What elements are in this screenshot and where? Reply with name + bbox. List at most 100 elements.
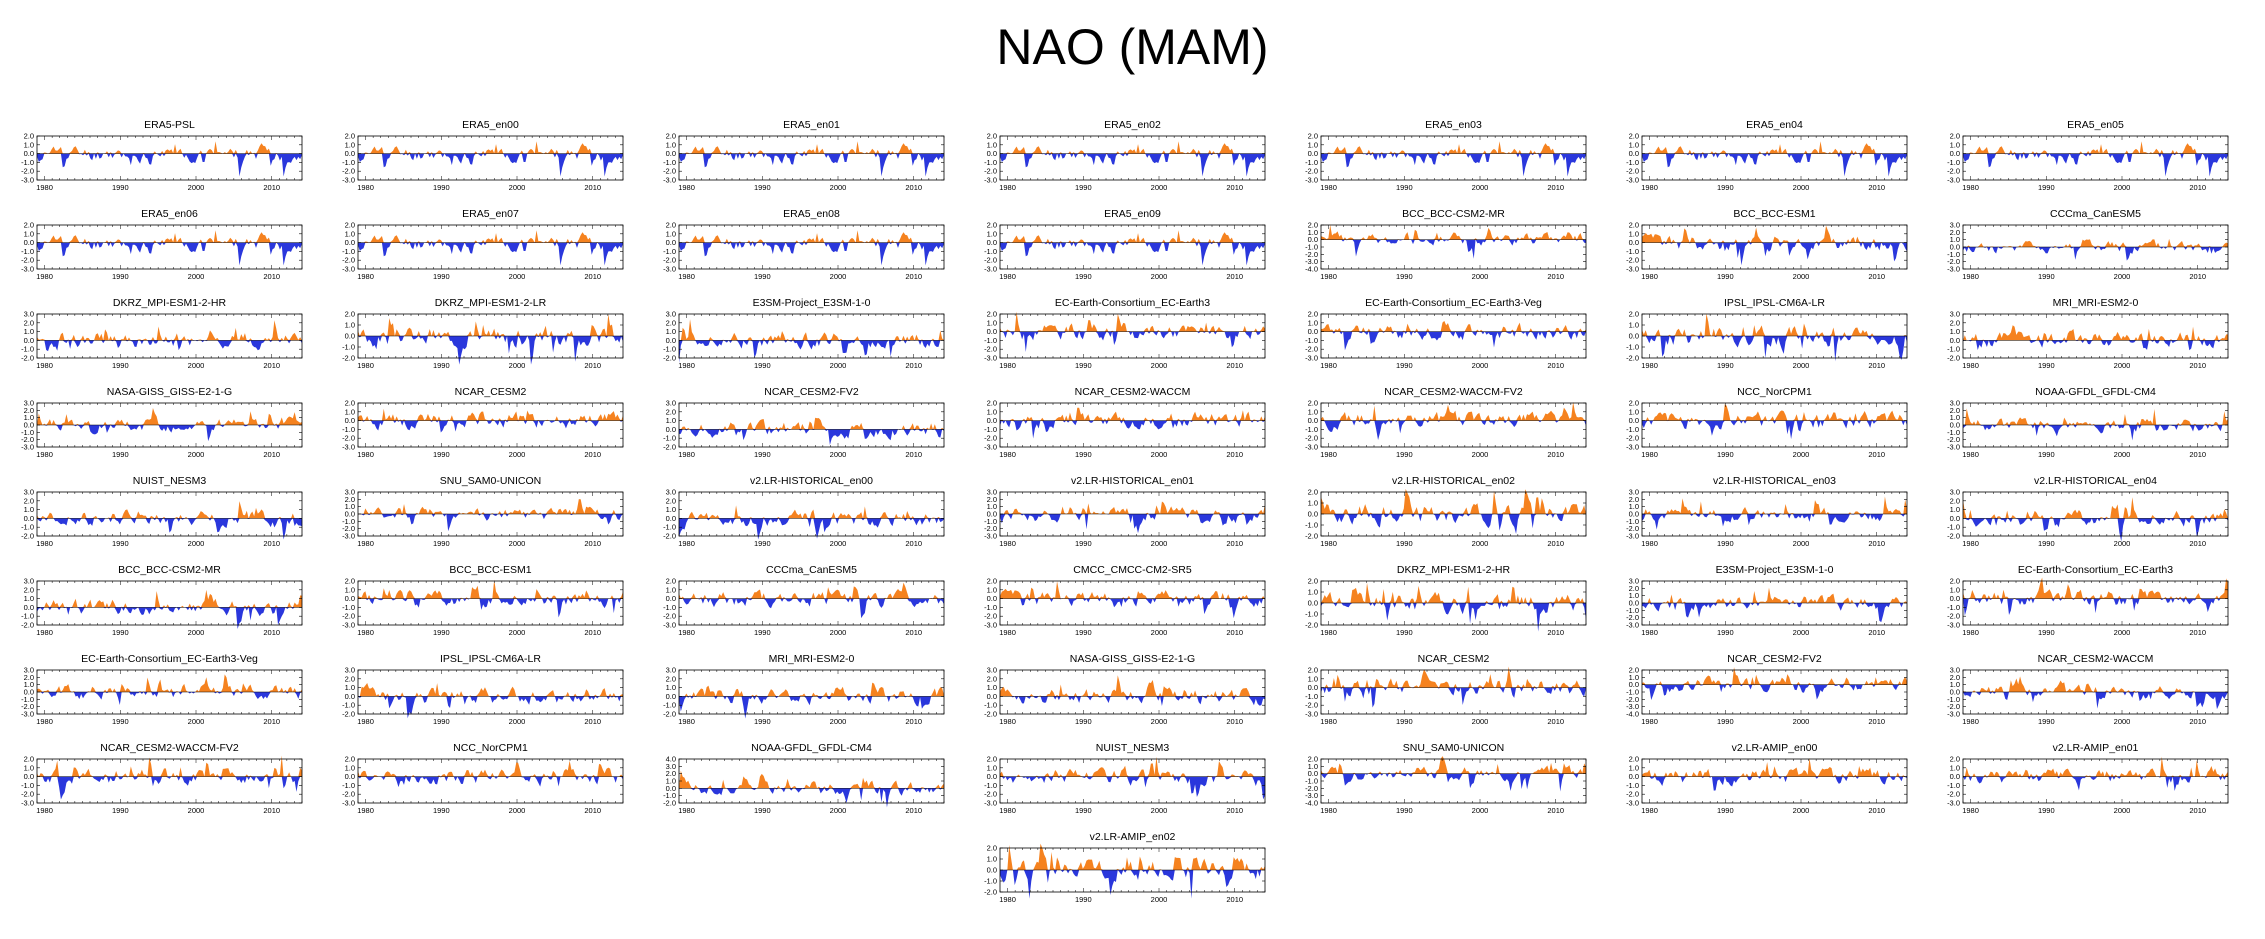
x-tick-label: 1990	[1396, 450, 1413, 459]
y-tick-label: -1.0	[342, 603, 355, 612]
y-tick-label: -1.0	[1626, 517, 1639, 526]
panel-title: EC-Earth-Consortium_EC-Earth3	[2018, 564, 2173, 576]
y-tick-label: -2.0	[663, 256, 676, 265]
negative-area	[1000, 331, 1265, 353]
negative-area	[358, 420, 623, 433]
y-tick-label: -2.0	[342, 710, 355, 719]
y-tick-label: -3.0	[663, 265, 676, 274]
panel-30: SNU_SAM0-UNICON3.02.01.00.0-1.0-2.0-3.01…	[342, 475, 624, 548]
y-tick-label: 2.0	[666, 318, 676, 327]
x-tick-label: 1990	[1075, 628, 1092, 637]
negative-area	[37, 518, 302, 540]
y-tick-label: 0.0	[1308, 416, 1318, 425]
y-tick-label: -3.0	[1626, 621, 1639, 630]
panel-title: NCAR_CESM2	[1418, 653, 1490, 665]
y-tick-label: -1.0	[1626, 688, 1639, 697]
negative-area	[37, 242, 302, 266]
y-tick-label: -2.0	[21, 256, 34, 265]
x-tick-label: 2010	[1226, 628, 1243, 637]
x-tick-label: 2000	[830, 183, 847, 192]
y-tick-label: 1.0	[1629, 229, 1639, 238]
panel-frame	[1641, 402, 1908, 448]
y-tick-label: 3.0	[1950, 666, 1960, 675]
x-tick-label: 2000	[830, 450, 847, 459]
panel-frame	[1320, 224, 1587, 270]
y-tick-label: -1.0	[1626, 343, 1639, 352]
panel-title: DKRZ_MPI-ESM1-2-LR	[435, 297, 547, 309]
panel-title: NOAA-GFDL_GFDL-CM4	[2035, 386, 2156, 398]
y-tick-label: -3.0	[1626, 702, 1639, 711]
x-tick-label: 1980	[1641, 272, 1658, 281]
y-tick-label: -3.0	[21, 710, 34, 719]
positive-area	[1000, 141, 1265, 154]
x-tick-label: 1980	[999, 361, 1016, 370]
y-tick-label: -4.0	[1305, 265, 1318, 274]
y-tick-label: 2.0	[345, 674, 355, 683]
y-tick-label: -2.0	[1626, 524, 1639, 533]
y-tick-label: -2.0	[1626, 167, 1639, 176]
y-tick-label: -1.0	[1305, 692, 1318, 701]
y-tick-label: -3.0	[1305, 176, 1318, 185]
panel-26: NCAR_CESM2-WACCM-FV2 2.01.00.0-1.0-2.0-3.…	[1305, 386, 1587, 459]
panel-frame	[678, 224, 945, 270]
x-tick-label: 2010	[584, 628, 601, 637]
x-tick-label: 1980	[678, 628, 695, 637]
x-tick-label: 1980	[357, 628, 374, 637]
y-tick-label: 1.0	[345, 585, 355, 594]
y-tick-label: 0.0	[666, 149, 676, 158]
y-tick-label: 1.0	[1950, 140, 1960, 149]
y-tick-label: -3.0	[1947, 443, 1960, 452]
x-tick-label: 2010	[2189, 628, 2206, 637]
x-tick-label: 2010	[1868, 717, 1885, 726]
positive-area	[1321, 488, 1586, 514]
y-tick-label: -3.0	[342, 265, 355, 274]
x-tick-label: 1990	[1396, 361, 1413, 370]
negative-area	[1642, 242, 1907, 266]
x-tick-label: 2010	[1226, 539, 1243, 548]
x-tick-label: 2010	[263, 361, 280, 370]
x-tick-label: 1990	[433, 717, 450, 726]
x-tick-label: 2000	[188, 628, 205, 637]
y-tick-label: -2.0	[1305, 167, 1318, 176]
y-tick-label: 1.0	[1629, 502, 1639, 511]
y-tick-label: 1.0	[1950, 680, 1960, 689]
y-tick-label: 0.0	[24, 149, 34, 158]
x-tick-label: 1990	[433, 450, 450, 459]
x-tick-label: 2010	[1547, 717, 1564, 726]
x-tick-label: 1980	[357, 539, 374, 548]
y-tick-label: 0.0	[987, 692, 997, 701]
x-tick-label: 1990	[1396, 272, 1413, 281]
panel-title: ERA5_en04	[1746, 119, 1803, 131]
y-tick-label: -2.0	[1947, 612, 1960, 621]
panel-frame	[1962, 491, 2229, 537]
positive-area	[37, 320, 302, 341]
y-tick-label: 0.0	[1629, 680, 1639, 689]
y-tick-label: -3.0	[1626, 176, 1639, 185]
x-tick-label: 2000	[1472, 183, 1489, 192]
panel-frame	[999, 135, 1266, 181]
x-tick-label: 1980	[36, 361, 53, 370]
positive-area	[1963, 408, 2228, 425]
x-tick-label: 2010	[263, 183, 280, 192]
y-tick-label: 1.0	[24, 413, 34, 422]
panel-frame	[1320, 669, 1587, 715]
x-tick-label: 2010	[1226, 717, 1243, 726]
positive-area	[1000, 581, 1265, 599]
panel-34: v2.LR-HISTORICAL_en03 3.02.01.00.0-1.0-2.…	[1626, 475, 1908, 548]
negative-area	[37, 692, 302, 706]
x-tick-label: 2000	[2114, 628, 2131, 637]
y-tick-label: 3.0	[666, 488, 676, 497]
x-tick-label: 1990	[1075, 539, 1092, 548]
x-tick-label: 2010	[263, 717, 280, 726]
x-tick-label: 1980	[1320, 539, 1337, 548]
panel-frame	[678, 669, 945, 715]
y-tick-label: 0.0	[666, 336, 676, 345]
negative-area	[1000, 696, 1265, 707]
y-tick-label: 2.0	[1950, 132, 1960, 141]
x-tick-label: 1980	[1320, 717, 1337, 726]
panel-title: MRI_MRI-ESM2-0	[769, 653, 855, 665]
